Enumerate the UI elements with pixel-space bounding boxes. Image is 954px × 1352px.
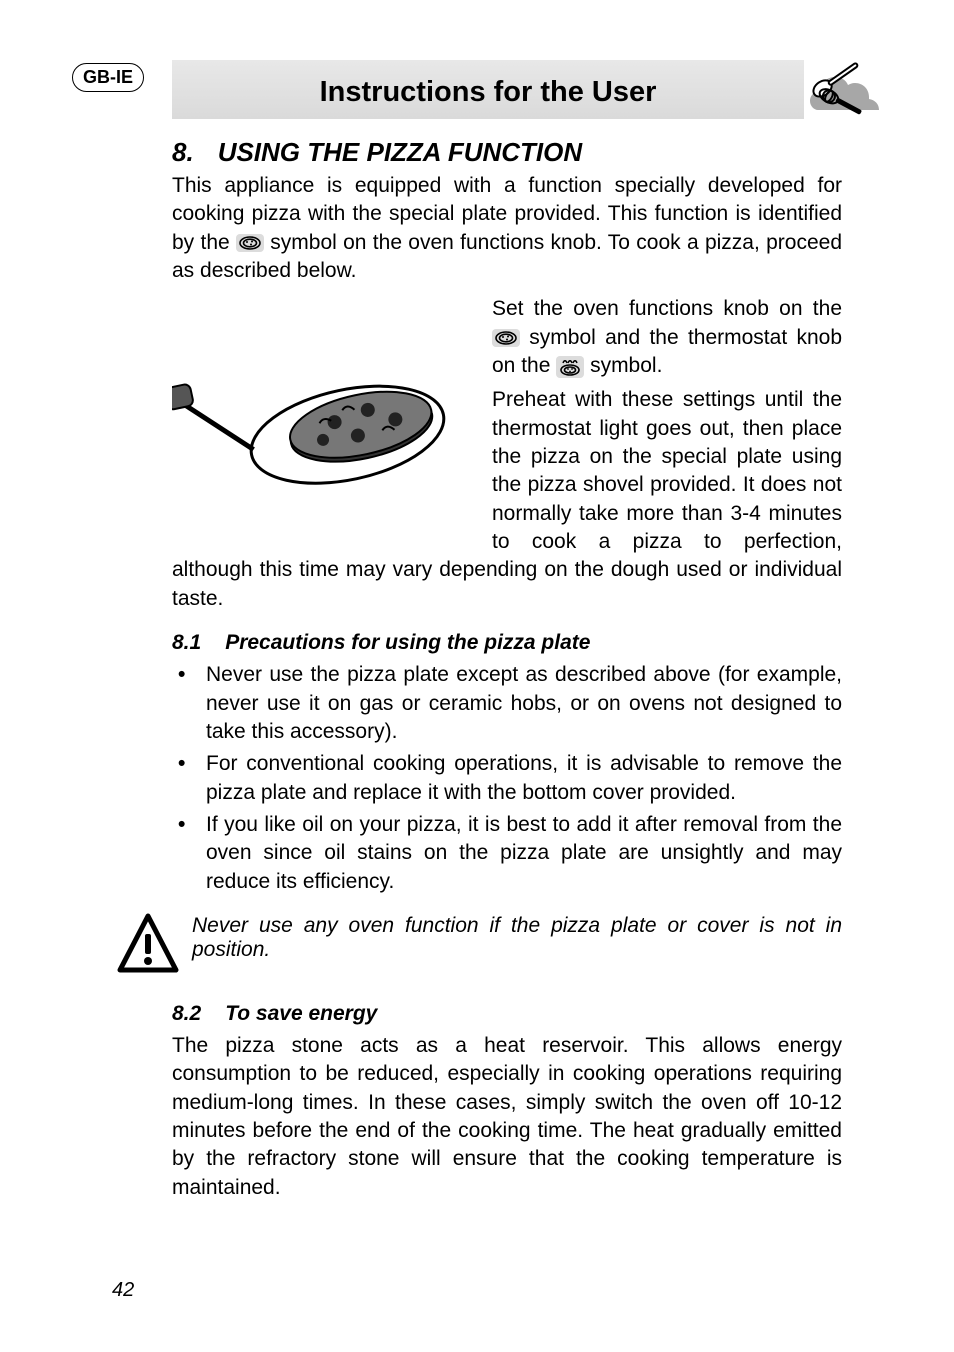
subhead-8-1-number: 8.1 bbox=[172, 631, 201, 655]
region-badge: GB-IE bbox=[72, 63, 144, 92]
pizza-line1-after: symbol and the thermostat knob on the bbox=[492, 326, 842, 377]
warning-triangle-icon bbox=[116, 912, 180, 976]
subhead-8-2-number: 8.2 bbox=[172, 1002, 201, 1026]
energy-paragraph: The pizza stone acts as a heat reservoir… bbox=[172, 1032, 842, 1202]
subhead-8-1-title: Precautions for using the pizza plate bbox=[225, 631, 590, 654]
pizza-line1-tail: symbol. bbox=[584, 354, 662, 377]
pizza-symbol-icon bbox=[492, 329, 520, 347]
page-number: 42 bbox=[112, 1279, 134, 1302]
list-item: For conventional cooking operations, it … bbox=[172, 750, 842, 807]
subhead-8-2: 8.2 To save energy bbox=[172, 1002, 842, 1026]
warning-block: Never use any oven function if the pizza… bbox=[116, 912, 842, 976]
section-heading: 8. USING THE PIZZA FUNCTION bbox=[172, 137, 842, 168]
warning-text: Never use any oven function if the pizza… bbox=[192, 914, 842, 962]
whisk-spoon-cloud-icon bbox=[810, 58, 882, 130]
precautions-list: Never use the pizza plate except as desc… bbox=[172, 661, 842, 896]
page-title-banner: Instructions for the User bbox=[172, 60, 804, 119]
list-item: If you like oil on your pizza, it is bes… bbox=[172, 811, 842, 896]
list-item: Never use the pizza plate except as desc… bbox=[172, 661, 842, 746]
pizza-instruction-block: Set the oven functions knob on the symbo… bbox=[172, 295, 842, 619]
section-intro: This appliance is equipped with a functi… bbox=[172, 172, 842, 285]
pizza-symbol-icon bbox=[236, 234, 264, 252]
section-title: USING THE PIZZA FUNCTION bbox=[218, 137, 582, 167]
subhead-8-2-title: To save energy bbox=[225, 1002, 377, 1025]
intro-text-after: symbol on the oven functions knob. To co… bbox=[172, 231, 842, 282]
subhead-8-1: 8.1 Precautions for using the pizza plate bbox=[172, 631, 842, 655]
pizza-preheat-symbol-icon bbox=[556, 356, 584, 378]
pizza-shovel-illustration bbox=[172, 325, 472, 525]
pizza-line1-before: Set the oven functions knob on the bbox=[492, 297, 842, 320]
page: GB-IE Instructions for the User 8. USING … bbox=[0, 0, 954, 1352]
content-column: 8. USING THE PIZZA FUNCTION This applianc… bbox=[172, 137, 842, 1202]
section-number: 8. bbox=[172, 137, 194, 168]
